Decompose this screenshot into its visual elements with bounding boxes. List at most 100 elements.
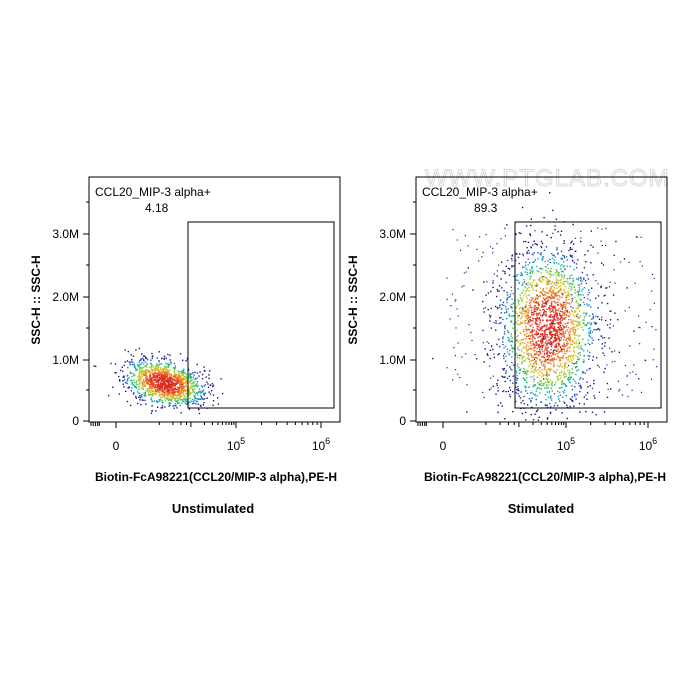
scatter-point (515, 253, 517, 255)
scatter-point (613, 254, 615, 257)
scatter-point (179, 391, 182, 393)
scatter-point (567, 322, 570, 324)
scatter-point (524, 315, 526, 317)
scatter-point (545, 405, 547, 407)
scatter-point (517, 378, 519, 380)
scatter-point (538, 387, 541, 390)
scatter-point (538, 351, 540, 353)
scatter-point (533, 380, 535, 383)
scatter-point (176, 407, 178, 409)
scatter-point (150, 367, 152, 369)
scatter-point (170, 362, 173, 364)
scatter-point (611, 361, 613, 363)
scatter-point (579, 384, 582, 387)
scatter-point (542, 319, 544, 322)
scatter-point (137, 392, 139, 394)
scatter-point (541, 384, 543, 387)
scatter-point (539, 279, 542, 282)
scatter-point (182, 379, 184, 381)
scatter-point (497, 290, 499, 292)
scatter-point (505, 355, 507, 358)
x-tick-label: 105 (557, 436, 575, 453)
scatter-point (170, 377, 172, 380)
scatter-point (167, 382, 170, 385)
scatter-point (575, 301, 577, 303)
scatter-point (146, 363, 149, 365)
scatter-point (564, 306, 566, 308)
scatter-point (537, 340, 539, 342)
scatter-point (528, 309, 530, 312)
scatter-point (549, 344, 551, 346)
scatter-point (135, 369, 137, 372)
gate-label-left: CCL20_MIP-3 alpha+ (95, 185, 211, 199)
scatter-point (598, 391, 600, 393)
scatter-point (174, 394, 176, 397)
scatter-point (561, 275, 563, 278)
scatter-point (565, 357, 568, 359)
scatter-point (566, 296, 568, 298)
scatter-point (555, 294, 558, 297)
scatter-point (506, 377, 509, 379)
scatter-point (200, 396, 203, 398)
scatter-point (152, 390, 154, 392)
scatter-point (151, 386, 154, 388)
scatter-point (143, 395, 146, 397)
scatter-point (640, 236, 642, 238)
scatter-point (509, 389, 512, 391)
scatter-point (523, 395, 525, 398)
scatter-point (523, 279, 525, 281)
scatter-point (536, 284, 538, 286)
scatter-point (145, 377, 147, 379)
scatter-point (585, 312, 587, 315)
scatter-point (166, 377, 169, 379)
scatter-point (541, 306, 543, 308)
scatter-point (455, 327, 457, 329)
scatter-point (536, 295, 538, 297)
scatter-point (169, 379, 171, 382)
scatter-point (535, 344, 537, 347)
scatter-point (557, 279, 559, 281)
scatter-point (546, 319, 548, 322)
scatter-point (498, 345, 501, 348)
scatter-point (188, 393, 190, 395)
scatter-point (141, 375, 143, 378)
scatter-point (545, 384, 548, 386)
scatter-point (575, 263, 578, 265)
scatter-point (114, 372, 116, 374)
scatter-point (583, 396, 585, 398)
scatter-point (492, 280, 494, 282)
scatter-point (553, 349, 556, 351)
scatter-point (550, 368, 552, 370)
scatter-point (189, 377, 192, 380)
scatter-point (572, 354, 575, 356)
scatter-point (528, 286, 530, 289)
scatter-point (576, 315, 578, 317)
scatter-point (142, 357, 144, 360)
scatter-point (520, 272, 522, 274)
scatter-point (548, 362, 550, 364)
scatter-point (532, 344, 534, 346)
scatter-point (565, 362, 568, 364)
scatter-point (137, 402, 139, 405)
scatter-point (162, 376, 164, 378)
scatter-point (545, 269, 547, 272)
scatter-point (549, 288, 551, 291)
scatter-point (521, 412, 524, 415)
scatter-point (454, 300, 456, 302)
scatter-point (573, 326, 575, 328)
scatter-point (545, 369, 547, 371)
scatter-point (609, 323, 611, 325)
scatter-point (519, 294, 521, 296)
scatter-point (564, 280, 566, 283)
scatter-point (563, 391, 565, 394)
scatter-point (188, 393, 191, 395)
x-tick-label: 105 (227, 436, 245, 453)
scatter-point (567, 369, 569, 372)
scatter-point (498, 264, 500, 266)
scatter-point (166, 368, 169, 371)
scatter-point (547, 387, 549, 389)
scatter-point (554, 256, 556, 258)
scatter-point (529, 306, 532, 308)
scatter-point (562, 289, 565, 292)
scatter-point (526, 344, 528, 346)
